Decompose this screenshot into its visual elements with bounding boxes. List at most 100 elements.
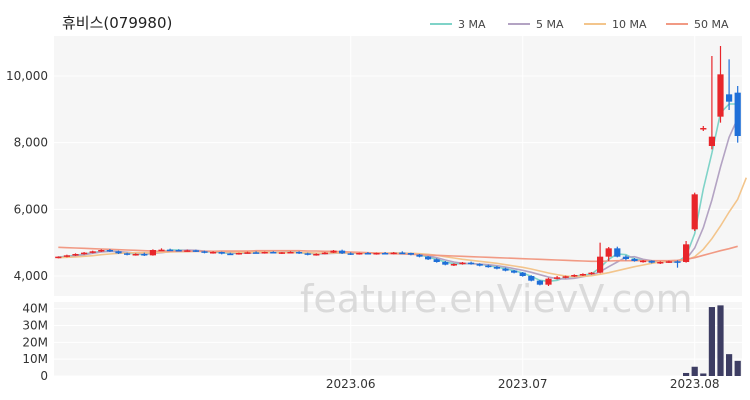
- candle-body: [132, 254, 139, 256]
- volume-bar: [700, 373, 707, 376]
- candle: [278, 252, 285, 254]
- candle: [416, 254, 423, 258]
- candle-body: [330, 250, 337, 253]
- x-tick-label: 2023.06: [326, 377, 376, 391]
- candle: [115, 250, 122, 254]
- candle-body: [700, 128, 707, 130]
- candle: [657, 261, 664, 264]
- legend-label: 50 MA: [694, 18, 729, 31]
- volume-bar: [691, 366, 698, 376]
- candle: [459, 262, 466, 265]
- candle: [605, 247, 612, 261]
- candle: [98, 249, 105, 252]
- volume-tick-label: 10M: [22, 352, 48, 366]
- candle: [571, 274, 578, 277]
- volume-axis: 0 10M 20M 30M 40M: [22, 302, 48, 383]
- candle: [519, 272, 526, 277]
- candle-body: [519, 272, 526, 276]
- candle-body: [648, 260, 655, 263]
- candle: [210, 251, 217, 254]
- candle: [201, 250, 208, 254]
- watermark: feature.enVievV.com: [300, 277, 693, 321]
- candle: [81, 252, 88, 255]
- candle: [296, 251, 303, 254]
- candle-body: [210, 252, 217, 254]
- candle-body: [683, 244, 690, 262]
- candle: [425, 256, 432, 260]
- candle: [124, 252, 131, 256]
- candle-body: [253, 252, 260, 254]
- volume-bar: [683, 372, 690, 376]
- candle: [149, 249, 156, 256]
- candle-body: [167, 249, 174, 252]
- candle-body: [416, 254, 423, 257]
- volume-bar: [726, 354, 733, 376]
- candle-body: [657, 262, 664, 264]
- candle: [450, 263, 457, 266]
- candle: [382, 252, 389, 255]
- candle: [167, 248, 174, 252]
- candle-body: [218, 252, 225, 254]
- x-tick-label: 2023.08: [670, 377, 720, 391]
- candle: [270, 251, 277, 254]
- candle-body: [55, 256, 62, 259]
- x-tick-label: 2023.07: [498, 377, 548, 391]
- candle-body: [571, 275, 578, 277]
- candle-body: [554, 277, 561, 279]
- candle: [313, 253, 320, 256]
- candle-body: [588, 272, 595, 275]
- candle: [700, 126, 707, 131]
- candle: [253, 251, 260, 254]
- price-tick-label: 4,000: [14, 269, 48, 283]
- candle: [244, 251, 251, 254]
- candle-body: [485, 265, 492, 268]
- candle: [63, 254, 70, 258]
- candle: [622, 255, 629, 261]
- candle-body: [270, 252, 277, 254]
- candle-body: [287, 252, 294, 254]
- candle-body: [493, 267, 500, 269]
- candle-body: [235, 253, 242, 255]
- candle: [691, 192, 698, 231]
- candle: [579, 273, 586, 276]
- candle-body: [261, 252, 268, 254]
- candle: [407, 252, 414, 256]
- candle-body: [605, 248, 612, 257]
- x-axis: 2023.06 2023.07 2023.08: [326, 377, 720, 391]
- candle-body: [511, 270, 518, 273]
- chart-title: 휴비스(079980): [62, 14, 172, 32]
- legend: 3 MA 5 MA 10 MA 50 MA: [430, 18, 729, 31]
- volume-plot-area: [54, 302, 742, 376]
- candle: [442, 261, 449, 266]
- candle: [106, 249, 113, 252]
- candle: [89, 250, 96, 254]
- candle: [218, 251, 225, 255]
- candle: [562, 275, 569, 279]
- candle: [356, 252, 363, 255]
- candle-body: [459, 262, 466, 265]
- candle-body: [390, 252, 397, 255]
- volume-tick-label: 20M: [22, 335, 48, 349]
- candle: [175, 249, 182, 252]
- candle: [433, 258, 440, 263]
- candle: [476, 263, 483, 267]
- price-tick-label: 6,000: [14, 202, 48, 216]
- volume-series: [683, 305, 741, 376]
- candle: [158, 248, 165, 252]
- volume-tick-label: 30M: [22, 319, 48, 333]
- candle-body: [726, 94, 733, 102]
- candle: [528, 275, 535, 282]
- candle: [717, 46, 724, 123]
- candle: [364, 252, 371, 255]
- candle: [468, 261, 475, 265]
- candle: [287, 251, 294, 254]
- candle-body: [442, 262, 449, 265]
- candle: [648, 260, 655, 264]
- candle-body: [296, 252, 303, 254]
- candle-body: [407, 253, 414, 255]
- candle: [493, 266, 500, 270]
- candle: [330, 250, 337, 253]
- volume-bar: [708, 307, 715, 376]
- candle: [683, 241, 690, 263]
